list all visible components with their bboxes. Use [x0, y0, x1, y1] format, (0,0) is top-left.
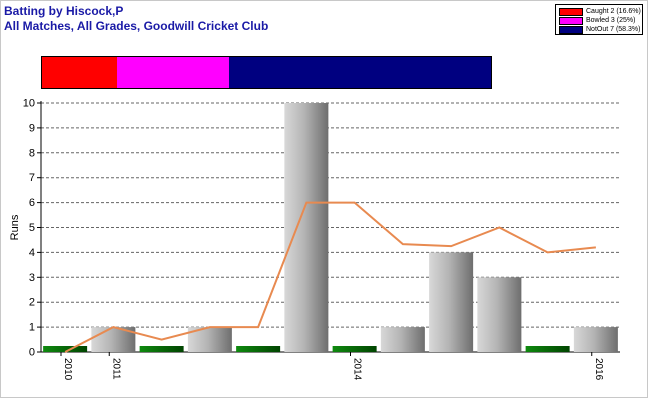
chart-title: Batting by Hiscock,P	[4, 4, 124, 18]
legend-item-bowled: Bowled 3 (25%)	[559, 16, 635, 25]
y-tick-label-2: 2	[29, 297, 35, 309]
y-axis-label: Runs	[9, 214, 21, 240]
y-tick-label-10: 10	[23, 98, 35, 110]
legend: Caught 2 (16.6%) Bowled 3 (25%) NotOut 7…	[555, 4, 643, 35]
y-tick-label-3: 3	[29, 272, 35, 284]
y-tick-label-0: 0	[29, 347, 35, 359]
x-tick-label-2010: 2010	[62, 358, 73, 381]
bar-innings-8	[380, 327, 425, 352]
bar-innings-11	[525, 346, 570, 352]
average-line	[64, 201, 596, 353]
bar-innings-12	[573, 327, 618, 352]
legend-label-caught: Caught 2 (16.6%)	[586, 8, 641, 15]
y-tick-label-5: 5	[29, 222, 35, 234]
legend-swatch-caught	[559, 7, 583, 16]
bar-innings-1	[43, 346, 88, 352]
dismissal-segment-bowled	[116, 57, 230, 88]
y-tick-label-7: 7	[29, 172, 35, 184]
bar-innings-7	[332, 346, 377, 352]
legend-swatch-bowled	[559, 16, 583, 25]
dismissal-segment-caught	[42, 57, 117, 88]
legend-item-notout: NotOut 7 (58.3%)	[559, 25, 640, 34]
bar-innings-9	[429, 252, 474, 352]
legend-item-caught: Caught 2 (16.6%)	[559, 7, 641, 16]
y-tick-label-6: 6	[29, 197, 35, 209]
bar-innings-10	[477, 277, 522, 352]
bar-innings-5	[236, 346, 281, 352]
x-tick-label-2016: 2016	[593, 358, 604, 381]
dismissal-segment-notout	[229, 57, 491, 88]
legend-label-bowled: Bowled 3 (25%)	[586, 17, 636, 24]
y-tick-label-8: 8	[29, 147, 35, 159]
y-tick-label-9: 9	[29, 122, 35, 134]
y-tick-label-1: 1	[29, 322, 35, 334]
x-tick-label-2014: 2014	[352, 358, 363, 381]
bar-innings-6	[284, 103, 329, 352]
legend-swatch-notout	[559, 25, 583, 34]
chart-subtitle: All Matches, All Grades, Goodwill Cricke…	[4, 19, 269, 33]
bar-innings-3	[139, 346, 184, 352]
dismissal-proportion-bar	[41, 56, 492, 89]
y-tick-label-4: 4	[29, 247, 35, 259]
x-tick-label-2011: 2011	[110, 358, 121, 380]
legend-label-notout: NotOut 7 (58.3%)	[586, 26, 641, 33]
